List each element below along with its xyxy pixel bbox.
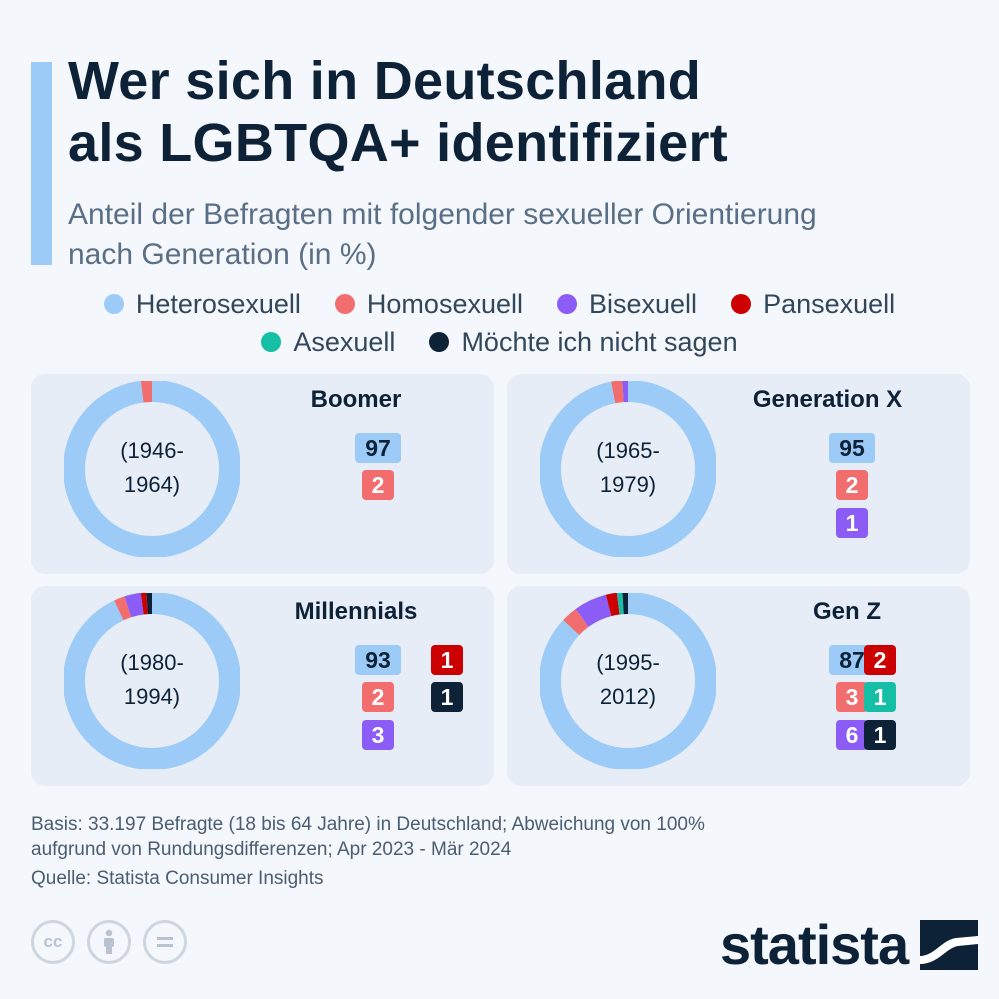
donut-slice-generation-x-heterosexuell xyxy=(540,381,716,557)
donut-slice-boomer-heterosexuell xyxy=(64,381,240,557)
page-title: Wer sich in Deutschland als LGBTQA+ iden… xyxy=(68,50,728,174)
legend-item-keine-angabe: Möchte ich nicht sagen xyxy=(429,326,738,358)
donut-slice-gen-z-homosexuell xyxy=(563,609,589,636)
legend-item-asexuell: Asexuell xyxy=(261,327,395,358)
badge-gen-z-pansexuell: 2 xyxy=(864,645,896,675)
years-gen-z-line-2: 2012) xyxy=(599,684,657,709)
donut-slice-millennials-bisexuell xyxy=(124,593,144,618)
legend-dot-pansexuell xyxy=(731,294,752,314)
badge-millennials-heterosexuell: 93 xyxy=(355,645,401,675)
panel-title-boomer: Boomer xyxy=(310,386,402,413)
cc-icon[interactable]: cc xyxy=(31,920,75,964)
legend-label-pansexuell: Pansexuell xyxy=(763,288,896,319)
legend-label-asexuell: Asexuell xyxy=(293,326,396,357)
legend-label-bisexuell: Bisexuell xyxy=(589,288,698,319)
years-boomer-line-1: (1946- xyxy=(120,438,184,463)
person-icon[interactable] xyxy=(87,920,131,964)
footnote-line-2: aufgrund von Rundungsdifferenzen; Apr 20… xyxy=(31,839,512,860)
donut-slice-boomer-homosexuell xyxy=(140,381,153,403)
subtitle-line-2: nach Generation (in %) xyxy=(68,238,377,271)
donut-slice-gen-z-pansexuell xyxy=(605,593,620,617)
donut-boomer xyxy=(64,381,240,557)
donut-gen-z xyxy=(540,593,716,769)
years-generation-x-line-1: (1965- xyxy=(596,438,660,463)
legend-dot-heterosexuell xyxy=(103,294,124,314)
donut-millennials xyxy=(64,593,240,769)
legend-dot-keine-angabe xyxy=(429,332,450,352)
badge-generation-x-heterosexuell: 95 xyxy=(829,433,875,463)
equals-icon[interactable] xyxy=(143,920,187,964)
donut-slice-gen-z-bisexuell xyxy=(575,594,612,628)
subtitle-line-1: Anteil der Befragten mit folgender sexue… xyxy=(68,198,817,231)
footnote-line-1: Basis: 33.197 Befragte (18 bis 64 Jahre)… xyxy=(31,814,705,835)
badge-boomer-heterosexuell: 97 xyxy=(355,433,401,463)
years-generation-x-line-2: 1979) xyxy=(599,472,657,497)
years-millennials-line-2: 1994) xyxy=(123,684,181,709)
years-boomer-line-2: 1964) xyxy=(123,472,181,497)
footnote: Basis: 33.197 Befragte (18 bis 64 Jahre)… xyxy=(31,812,705,862)
donut-generation-x xyxy=(540,381,716,557)
legend-dot-asexuell xyxy=(261,332,282,352)
panel-title-generation-x: Generation X xyxy=(752,386,903,413)
panel-title-millennials: Millennials xyxy=(294,598,418,625)
panel-title-gen-z: Gen Z xyxy=(812,598,881,625)
badge-generation-x-homosexuell: 2 xyxy=(836,470,868,500)
legend-label-homosexuell: Homosexuell xyxy=(366,288,523,319)
years-boomer: (1946- 1964) xyxy=(66,434,238,502)
legend-dot-bisexuell xyxy=(557,294,577,314)
legend-label-heterosexuell: Heterosexuell xyxy=(135,288,301,319)
years-generation-x: (1965- 1979) xyxy=(542,434,714,502)
badge-gen-z-bisexuell: 6 xyxy=(836,720,868,750)
years-millennials-line-1: (1980- xyxy=(120,650,184,675)
panel-millennials: (1980- 1994) Millennials 93 2 3 1 1 xyxy=(31,586,494,786)
badge-generation-x-bisexuell: 1 xyxy=(836,508,868,538)
badge-gen-z-asexuell: 1 xyxy=(864,682,896,712)
legend-label-keine-angabe: Möchte ich nicht sagen xyxy=(461,326,738,357)
statista-logo[interactable]: statista xyxy=(720,913,979,976)
years-gen-z: (1995- 2012) xyxy=(542,646,714,714)
panel-boomer: (1946- 1964) Boomer 97 2 xyxy=(31,374,494,574)
donut-slice-generation-x-homosexuell xyxy=(610,381,624,404)
source-note: Quelle: Statista Consumer Insights xyxy=(31,868,324,889)
badge-millennials-pansexuell: 1 xyxy=(431,645,463,675)
donut-slice-millennials-homosexuell xyxy=(114,596,132,621)
legend-item-bisexuell: Bisexuell xyxy=(557,289,697,320)
badge-millennials-homosexuell: 2 xyxy=(362,682,394,712)
badge-gen-z-homosexuell: 3 xyxy=(836,682,868,712)
legend-row-2: Asexuell Möchte ich nicht sagen xyxy=(0,323,999,361)
legend-row-1: Heterosexuell Homosexuell Bisexuell Pans… xyxy=(0,285,999,323)
panel-gen-z: (1995- 2012) Gen Z 87 3 6 2 1 1 xyxy=(507,586,970,786)
panel-generation-x: (1965- 1979) Generation X 95 2 1 xyxy=(507,374,970,574)
donut-slice-millennials-heterosexuell xyxy=(64,593,240,769)
badge-millennials-moechte-ich-nicht-sagen: 1 xyxy=(431,682,463,712)
years-gen-z-line-1: (1995- xyxy=(596,650,660,675)
legend-item-heterosexuell: Heterosexuell xyxy=(103,288,301,320)
legend-dot-homosexuell xyxy=(334,294,355,314)
legend-item-homosexuell: Homosexuell xyxy=(334,288,523,320)
title-line-2: als LGBTQA+ identifiziert xyxy=(68,113,729,173)
statista-logo-icon xyxy=(920,920,979,970)
badge-gen-z-moechte-ich-nicht-sagen: 1 xyxy=(864,720,896,750)
badge-millennials-bisexuell: 3 xyxy=(362,720,394,750)
years-millennials: (1980- 1994) xyxy=(66,646,238,714)
logo-text: statista xyxy=(720,913,909,976)
legend-item-pansexuell: Pansexuell xyxy=(731,289,895,320)
title-line-1: Wer sich in Deutschland xyxy=(68,51,702,111)
page-subtitle: Anteil der Befragten mit folgender sexue… xyxy=(68,195,817,275)
legend: Heterosexuell Homosexuell Bisexuell Pans… xyxy=(0,285,999,361)
title-accent-bar xyxy=(31,62,52,265)
badge-boomer-homosexuell: 2 xyxy=(362,470,394,500)
license-icons: cc xyxy=(31,920,187,964)
donut-slice-gen-z-heterosexuell xyxy=(540,593,716,769)
